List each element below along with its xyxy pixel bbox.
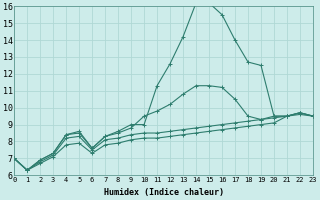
X-axis label: Humidex (Indice chaleur): Humidex (Indice chaleur) (104, 188, 224, 197)
